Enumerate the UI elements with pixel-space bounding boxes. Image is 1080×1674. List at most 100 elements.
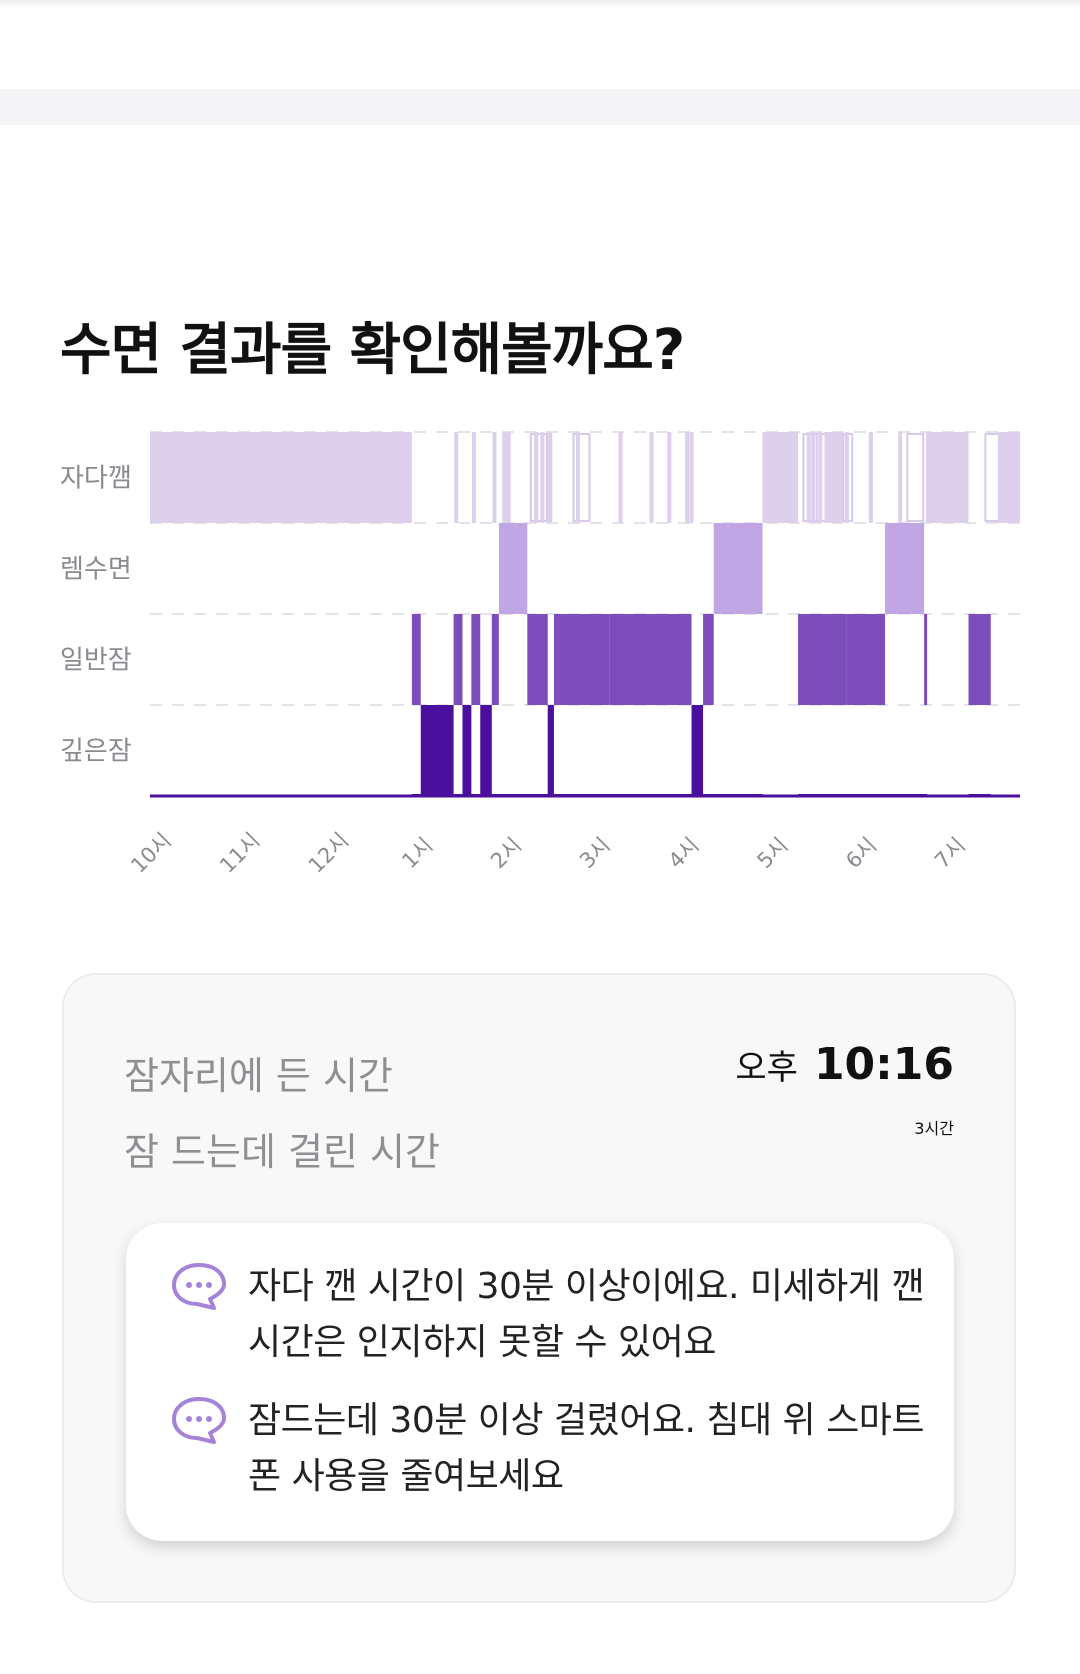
hour-tick-label: 7시 (930, 833, 970, 873)
brief-awakening-mark (898, 432, 903, 523)
segment-base-mark (968, 794, 991, 796)
segment-base-mark (691, 794, 704, 796)
segment-base-mark (553, 794, 570, 796)
sleep-segment (925, 432, 969, 523)
segment-base-mark (846, 794, 886, 796)
sleep-segment (924, 614, 928, 705)
bedtime-value: 오후 10:16 (735, 1039, 954, 1090)
hour-tick-label: 10시 (126, 828, 176, 878)
brief-awakening-mark (540, 432, 545, 523)
sleep-segment (762, 432, 799, 523)
bedtime-ampm: 오후 (735, 1048, 798, 1088)
brief-awakening-mark (939, 432, 944, 523)
segment-base-mark (411, 794, 421, 796)
page-title: 수면 결과를 확인해볼까요? (60, 318, 685, 383)
sleep-segment (527, 614, 548, 705)
sleep-latency-value: 3시간 (914, 1119, 954, 1138)
sleep-segment (480, 705, 492, 796)
brief-awakening-mark (838, 432, 843, 523)
brief-awakening-mark (547, 432, 552, 523)
stage-label: 자다깸 (60, 464, 132, 494)
brief-awakening-mark (454, 432, 459, 523)
sleep-segment (569, 614, 610, 705)
sleep-segment (547, 705, 554, 796)
segment-base-mark (462, 794, 472, 796)
stage-label: 깊은잠 (60, 737, 132, 767)
segment-base-mark (798, 794, 847, 796)
brief-awakening-mark (472, 432, 477, 523)
tip-item: 잠드는데 30분 이상 걸렸어요. 침대 위 스마트폰 사용을 줄여보세요 (170, 1393, 930, 1505)
brief-awakening-mark (575, 432, 580, 523)
brief-awakening-mark (831, 432, 836, 523)
sleep-segment (846, 614, 886, 705)
brief-awakening-mark (836, 432, 841, 523)
brief-awakening-mark (685, 432, 690, 523)
sleep-tips-box: 자다 깬 시간이 30분 이상이에요. 미세하게 깬 시간은 인지하지 못할 수… (126, 1223, 954, 1541)
segment-base-mark (491, 794, 499, 796)
stage-label: 일반잠 (60, 646, 132, 676)
sleep-segment (997, 432, 1020, 523)
sleep-segment (703, 614, 714, 705)
sleep-segment (491, 614, 499, 705)
hour-tick-label: 1시 (397, 833, 437, 873)
sleep-segment (420, 705, 454, 796)
sleep-segment (968, 614, 991, 705)
brief-awakening-mark (618, 432, 623, 523)
brief-awakening-mark (844, 432, 849, 523)
sleep-segment (471, 614, 481, 705)
chat-bubble-icon (172, 1397, 226, 1444)
segment-base-mark (569, 794, 610, 796)
hour-tick-label: 4시 (664, 833, 704, 873)
chat-bubble-icon (172, 1263, 226, 1310)
section-divider (0, 89, 1080, 125)
tip-text: 잠드는데 30분 이상 걸렸어요. 침대 위 스마트폰 사용을 줄여보세요 (248, 1400, 924, 1497)
segment-base-mark (609, 794, 692, 796)
hour-tick-label: 6시 (841, 833, 881, 873)
hour-tick-label: 5시 (752, 833, 792, 873)
stage-label: 렘수면 (60, 555, 132, 585)
sleep-segment (150, 432, 412, 523)
sleep-latency-label: 잠 드는데 걸린 시간 (124, 1130, 440, 1174)
brief-awakening-mark (818, 432, 823, 523)
sleep-segment (691, 705, 704, 796)
hour-tick-label: 11시 (215, 828, 265, 878)
brief-awakening-mark (828, 432, 833, 523)
brief-awakening-mark (811, 432, 816, 523)
tip-item: 자다 깬 시간이 30분 이상이에요. 미세하게 깬 시간은 인지하지 못할 수… (170, 1259, 930, 1371)
brief-awakening-mark (689, 432, 694, 523)
hour-tick-label: 2시 (486, 833, 526, 873)
awake-outline-mark (529, 433, 548, 522)
segment-base-mark (885, 794, 925, 796)
segment-base-mark (453, 794, 463, 796)
sleep-segment (453, 614, 463, 705)
bedtime-label: 잠자리에 든 시간 (124, 1054, 393, 1098)
top-bar-shadow (0, 0, 1080, 8)
segment-base-mark (547, 794, 554, 796)
bedtime-time: 10:16 (813, 1039, 954, 1090)
hour-tick-label: 12시 (304, 828, 354, 878)
brief-awakening-mark (534, 432, 539, 523)
sleep-segment (713, 523, 763, 614)
segment-base-mark (498, 794, 528, 796)
awake-outline-mark (906, 433, 925, 522)
sleep-summary-card: 잠자리에 든 시간 오후 10:16 잠 드는데 걸린 시간 3시간 자다 깬 시… (62, 973, 1016, 1603)
brief-awakening-mark (492, 432, 497, 523)
sleep-segment (462, 705, 472, 796)
sleep-segment (609, 614, 692, 705)
brief-awakening-mark (667, 432, 672, 523)
segment-base-mark (420, 794, 454, 796)
brief-awakening-mark (506, 432, 511, 523)
brief-awakening-mark (868, 432, 873, 523)
sleep-segment (798, 614, 847, 705)
sleep-segment (411, 614, 421, 705)
sleep-segment (885, 523, 925, 614)
segment-base-mark (527, 794, 548, 796)
brief-awakening-mark (806, 432, 811, 523)
sleep-segment (553, 614, 570, 705)
brief-awakening-mark (649, 432, 654, 523)
segment-base-mark (471, 794, 481, 796)
sleep-segment (498, 523, 528, 614)
brief-awakening-mark (824, 432, 829, 523)
brief-awakening-mark (503, 432, 508, 523)
